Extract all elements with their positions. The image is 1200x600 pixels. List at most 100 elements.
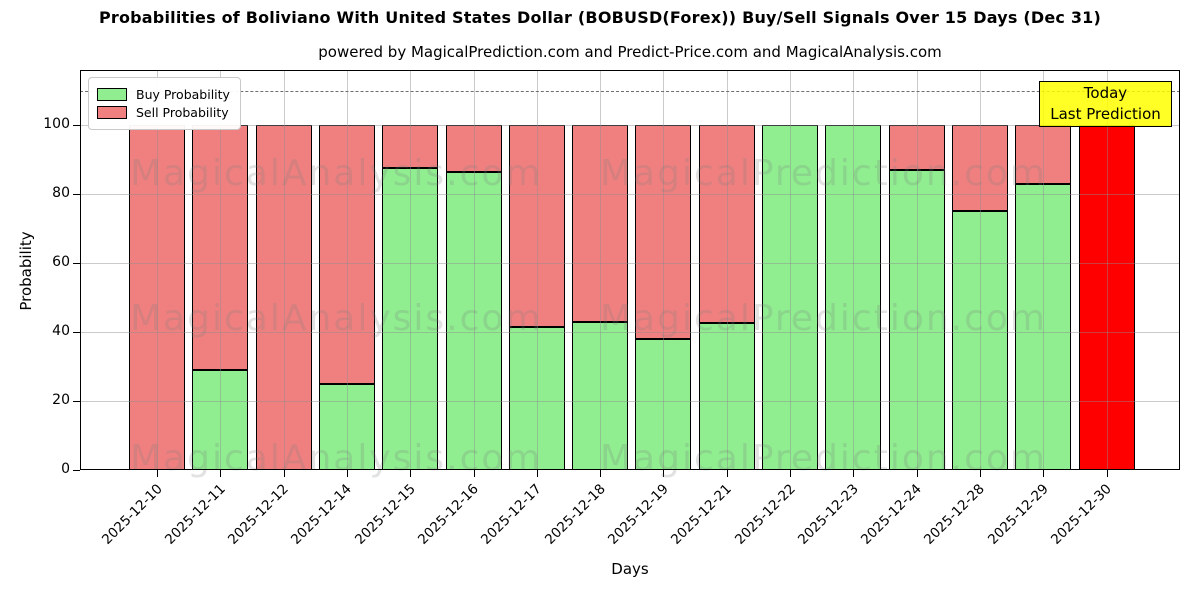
v-gridline <box>600 70 602 470</box>
v-gridline <box>916 70 918 470</box>
x-tick-label: 2025-12-18 <box>541 481 609 548</box>
x-tick-mark <box>283 470 285 477</box>
x-tick-label: 2025-12-22 <box>731 481 799 548</box>
legend-swatch <box>97 88 127 101</box>
v-gridline <box>1106 70 1108 470</box>
x-tick-mark <box>220 470 222 477</box>
v-gridline <box>220 70 222 470</box>
bar-segment-buy <box>825 125 882 470</box>
dashed-threshold-line <box>80 90 1180 92</box>
y-tick-mark <box>73 125 80 127</box>
y-tick-mark <box>73 332 80 334</box>
x-tick-label: 2025-12-12 <box>225 481 292 548</box>
bar-segment-buy <box>635 338 692 470</box>
x-tick-mark <box>600 470 602 477</box>
bar-segment-sell <box>572 125 629 322</box>
watermark-text: MagicalPrediction.com <box>600 298 1047 339</box>
bar-segment-sell <box>508 125 565 327</box>
annotation-line-2: Last Prediction <box>1050 105 1161 123</box>
y-tick-label: 100 <box>43 116 70 133</box>
chart-subtitle: powered by MagicalPrediction.com and Pre… <box>318 43 942 61</box>
v-gridline <box>726 70 728 470</box>
v-gridline <box>473 70 475 470</box>
x-tick-label: 2025-12-10 <box>98 481 166 548</box>
x-tick-label: 2025-12-16 <box>415 481 482 548</box>
v-gridline <box>410 70 412 470</box>
legend-item: Sell Probability <box>97 105 230 120</box>
x-tick-label: 2025-12-30 <box>1048 481 1115 548</box>
x-tick-label: 2025-12-11 <box>161 481 229 548</box>
legend-item: Buy Probability <box>97 87 230 102</box>
y-tick-label: 20 <box>52 392 70 409</box>
y-tick-label: 60 <box>52 254 70 271</box>
x-tick-mark <box>410 470 412 477</box>
y-tick-mark <box>73 194 80 196</box>
x-tick-mark <box>979 470 981 477</box>
x-tick-mark <box>536 470 538 477</box>
x-tick-label: 2025-12-17 <box>478 481 546 548</box>
y-tick-label: 40 <box>52 323 70 340</box>
bar-segment-sell <box>255 125 312 470</box>
bar-segment-buy <box>951 211 1008 470</box>
legend: Buy Probability Sell Probability <box>88 77 241 130</box>
h-gridline <box>80 263 1180 265</box>
bar-segment-sell <box>192 125 249 370</box>
h-gridline <box>80 194 1180 196</box>
x-tick-mark <box>157 470 158 477</box>
x-tick-label: 2025-12-15 <box>351 481 419 548</box>
x-tick-mark <box>346 470 348 477</box>
bar-segment-sell <box>382 125 439 169</box>
bar-segment-buy <box>762 125 818 470</box>
chart-title: Probabilities of Boliviano With United S… <box>98 8 1102 27</box>
bar-segment-buy <box>382 168 439 470</box>
x-axis-title: Days <box>611 560 649 578</box>
legend-label: Sell Probability <box>136 105 229 120</box>
watermark-text: MagicalAnalysis.com <box>130 153 543 194</box>
v-gridline <box>1043 70 1045 470</box>
y-tick-label: 0 <box>61 461 70 477</box>
legend-label: Buy Probability <box>136 87 230 102</box>
bar-segment-buy <box>508 326 565 470</box>
v-gridline <box>283 70 285 470</box>
bar-segment-sell <box>1078 125 1135 470</box>
y-tick-mark <box>73 470 80 471</box>
bar-segment-buy <box>1015 183 1072 470</box>
h-gridline <box>80 332 1180 334</box>
x-tick-label: 2025-12-29 <box>984 481 1052 548</box>
x-tick-label: 2025-12-24 <box>858 481 925 548</box>
x-tick-mark <box>663 470 665 477</box>
x-tick-label: 2025-12-19 <box>604 481 672 548</box>
x-tick-mark <box>1043 470 1045 477</box>
plot-area: MagicalAnalysis.com MagicalPrediction.com… <box>80 70 1180 479</box>
h-gridline <box>80 401 1180 403</box>
v-gridline <box>979 70 981 470</box>
bar-segment-sell <box>888 125 945 170</box>
y-tick-label: 80 <box>52 185 70 202</box>
v-gridline <box>663 70 665 470</box>
y-axis-title: Probability <box>17 231 35 311</box>
bar-segment-buy <box>888 170 945 470</box>
v-gridline <box>346 70 348 470</box>
x-tick-label: 2025-12-14 <box>288 481 356 548</box>
bar-segment-sell <box>129 125 185 470</box>
today-annotation: Today Last Prediction <box>1039 81 1172 127</box>
bar-segment-buy <box>698 323 755 470</box>
watermark-text: MagicalAnalysis.com <box>130 438 543 479</box>
h-gridline <box>80 125 1180 127</box>
x-tick-label: 2025-12-23 <box>794 481 862 548</box>
watermark-text: MagicalPrediction.com <box>600 153 1047 194</box>
x-tick-mark <box>790 470 791 477</box>
x-tick-label: 2025-12-21 <box>668 481 736 548</box>
y-tick-mark <box>73 263 80 265</box>
x-tick-mark <box>853 470 855 477</box>
bar-segment-sell <box>445 125 502 172</box>
x-tick-mark <box>473 470 475 477</box>
watermark-text: MagicalAnalysis.com <box>130 298 543 339</box>
v-gridline <box>853 70 855 470</box>
x-tick-mark <box>726 470 728 477</box>
watermark-text: MagicalPrediction.com <box>600 438 1047 479</box>
x-tick-mark <box>916 470 918 477</box>
bar-segment-sell <box>698 125 755 324</box>
y-tick-mark <box>73 401 80 403</box>
